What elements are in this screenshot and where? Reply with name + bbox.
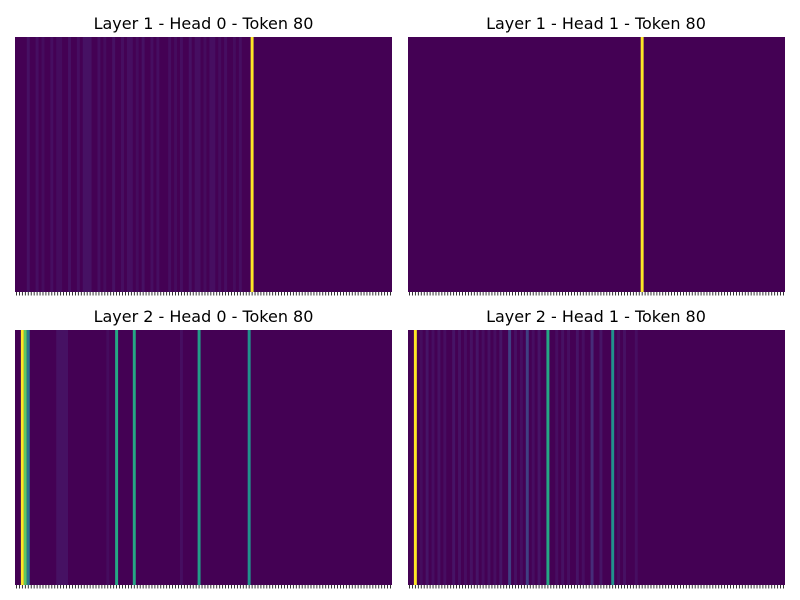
heatmap-cell: [452, 330, 456, 585]
heatmap-cell: [20, 330, 24, 585]
heatmap-cell: [575, 330, 579, 585]
heatmap-cell: [443, 330, 447, 585]
heatmap-cell: [224, 37, 228, 292]
heatmap-cell: [525, 330, 529, 585]
heatmap-cell: [56, 37, 63, 292]
heatmap-cell: [493, 330, 497, 585]
heatmap-cell: [112, 37, 116, 292]
heatmap-cell: [194, 37, 201, 292]
heatmap-cell: [250, 37, 254, 292]
heatmap-cell: [179, 330, 183, 585]
heatmap-cell: [50, 37, 54, 292]
heatmap-cell: [590, 330, 594, 585]
heatmap-cell: [555, 330, 559, 585]
heatmap-cell: [561, 330, 565, 585]
heatmap-cell: [458, 330, 462, 585]
heatmap-cell: [537, 330, 541, 585]
heatmap-cell: [132, 330, 136, 585]
heatmap-cell: [425, 330, 429, 585]
heatmap-cell: [218, 37, 222, 292]
heatmap-cell: [174, 37, 177, 292]
heatmap-cell: [188, 37, 192, 292]
heatmap-cell: [26, 330, 30, 585]
heatmap-cell: [463, 330, 467, 585]
heatmap-background: [408, 37, 785, 292]
heatmap-cell: [514, 330, 517, 585]
heatmap-cell: [611, 330, 615, 585]
heatmap-cell: [437, 330, 441, 585]
heatmap-cell: [103, 37, 107, 292]
heatmap-cell: [431, 330, 435, 585]
heatmap-cell: [487, 330, 491, 585]
heatmap-cell: [135, 37, 139, 292]
heatmap-cell: [508, 330, 512, 585]
heatmap-cell: [68, 37, 71, 292]
heatmap-cell: [76, 37, 80, 292]
heatmap-cell: [640, 37, 644, 292]
heatmap-cell: [617, 330, 621, 585]
heatmap-cell: [126, 37, 133, 292]
heatmap-cell: [481, 330, 485, 585]
panel-title: Layer 2 - Head 1 - Token 80: [486, 307, 706, 326]
heatmap-cell: [623, 330, 626, 585]
heatmap-cell: [121, 37, 124, 292]
heatmap-cell: [35, 37, 39, 292]
panel-title: Layer 2 - Head 0 - Token 80: [94, 307, 314, 326]
heatmap-cell: [546, 330, 550, 585]
heatmap-cell: [97, 37, 101, 292]
heatmap-cell: [531, 330, 535, 585]
heatmap-cell: [150, 37, 154, 292]
heatmap-cell: [26, 37, 30, 292]
heatmap-cell: [599, 330, 603, 585]
heatmap-panel-layer2-head1: Layer 2 - Head 1 - Token 80: [408, 307, 785, 589]
heatmap-cell: [238, 37, 242, 292]
heatmap-cell: [499, 330, 503, 585]
heatmap-cell: [168, 37, 172, 292]
heatmap-cell: [209, 37, 216, 292]
heatmap-cell: [106, 330, 110, 585]
heatmap-cell: [419, 330, 423, 585]
heatmap-cell: [475, 330, 479, 585]
heatmap-cell: [156, 37, 160, 292]
heatmap-cell: [141, 37, 145, 292]
heatmap-cell: [232, 37, 236, 292]
heatmap-cell: [82, 37, 92, 292]
heatmap-panel-layer1-head1: Layer 1 - Head 1 - Token 80: [408, 14, 785, 296]
panel-title: Layer 1 - Head 1 - Token 80: [486, 14, 706, 33]
heatmap-cell: [56, 330, 69, 585]
heatmap-background: [15, 330, 392, 585]
heatmap-cell: [41, 37, 45, 292]
heatmap-cell: [634, 330, 638, 585]
heatmap-cell: [581, 330, 585, 585]
heatmap-cell: [23, 330, 27, 585]
heatmap-cell: [197, 330, 201, 585]
heatmap-cell: [179, 37, 183, 292]
heatmap-cell: [567, 330, 570, 585]
panel-title: Layer 1 - Head 0 - Token 80: [94, 14, 314, 33]
heatmap-cell: [203, 37, 207, 292]
heatmap-cell: [519, 330, 523, 585]
heatmap-cell: [115, 330, 119, 585]
heatmap-panel-layer2-head0: Layer 2 - Head 0 - Token 80: [15, 307, 392, 589]
heatmap-panel-layer1-head0: Layer 1 - Head 0 - Token 80: [15, 14, 392, 296]
heatmap-cell: [413, 330, 417, 585]
heatmap-cell: [469, 330, 473, 585]
heatmap-cell: [247, 330, 251, 585]
